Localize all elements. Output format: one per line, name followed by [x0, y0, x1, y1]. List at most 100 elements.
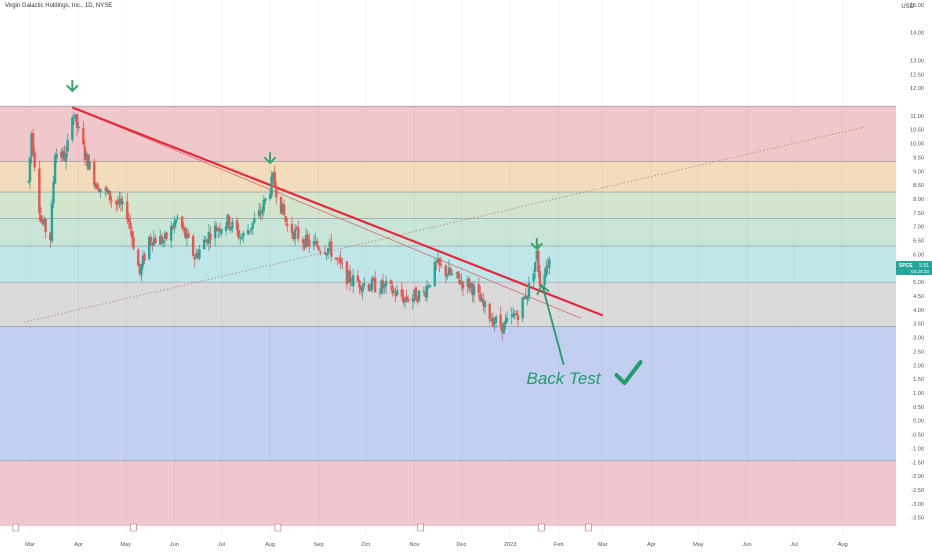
price-zone — [0, 106, 896, 162]
price-tag — [896, 260, 932, 275]
candle-body — [41, 222, 44, 224]
price-tick-label: 0.00 — [913, 419, 924, 425]
event-marker-icon[interactable] — [12, 523, 20, 532]
candle-body — [130, 230, 134, 238]
candle-body — [356, 275, 360, 282]
candle-body — [315, 241, 319, 247]
chart-title: Virgin Galactic Holdings, Inc., 1D, NYSE — [5, 3, 113, 9]
time-tick-label: Jul — [791, 542, 798, 548]
candle-body — [260, 209, 264, 214]
price-tick-label: 12.00 — [910, 86, 924, 92]
price-tick-label: -3.00 — [911, 502, 924, 508]
time-tick-label: May — [120, 542, 131, 548]
candle-body — [94, 184, 98, 188]
price-tick-label: 6.00 — [913, 252, 924, 258]
back-test-arrow-icon — [536, 284, 565, 366]
time-tick-label: Oct — [361, 542, 370, 548]
candle-body — [240, 237, 243, 239]
candle-body — [468, 278, 471, 289]
candle-body — [143, 254, 146, 261]
candle-body — [182, 226, 185, 229]
candle-body — [413, 289, 416, 297]
candle-body — [306, 235, 309, 241]
candle-body — [350, 284, 353, 286]
resistance-trendline[interactable] — [71, 106, 604, 317]
candle-body — [253, 218, 256, 223]
event-marker-icon[interactable] — [417, 523, 424, 532]
price-tick-label: 5.00 — [913, 280, 924, 286]
candle-body — [250, 228, 253, 230]
back-test-label: Back Test — [526, 369, 601, 388]
candle-body — [391, 285, 394, 294]
price-tick-label: 12.50 — [910, 72, 924, 78]
candle-body — [381, 280, 385, 289]
price-tick-label: 8.00 — [913, 197, 924, 203]
candle-body — [422, 291, 426, 293]
price-tick-label: -3.50 — [911, 516, 924, 522]
price-tick-label: 13.00 — [910, 58, 924, 64]
candle-body — [50, 203, 54, 242]
candle-body — [380, 280, 383, 293]
candle-body — [257, 210, 261, 217]
time-tick-label: Dec — [456, 542, 466, 548]
candle-body — [185, 233, 189, 239]
candle-body — [361, 286, 364, 292]
event-marker-icon[interactable] — [274, 523, 282, 532]
candle-body — [138, 263, 142, 274]
candle-body — [457, 271, 460, 279]
candle-body — [488, 303, 491, 320]
candle-body — [284, 216, 287, 222]
candle-body — [228, 216, 231, 229]
candle-body — [108, 191, 112, 201]
price-tick-label: 14.00 — [910, 31, 924, 37]
candle-body — [180, 216, 184, 228]
candles — [27, 111, 551, 341]
candle-body — [198, 249, 201, 259]
candle-body — [292, 232, 295, 240]
candle-body — [328, 241, 331, 247]
time-tick-label: Apr — [74, 542, 83, 548]
candle-body — [392, 291, 396, 293]
candle-body — [512, 313, 515, 317]
candle-body — [66, 140, 69, 152]
price-tick-label: -1.50 — [911, 460, 924, 466]
time-tick-label: Jun — [170, 542, 179, 548]
candle-body — [373, 277, 377, 293]
time-tick-label: Aug — [265, 542, 275, 548]
time-axis-bg — [0, 536, 932, 550]
candle-body — [115, 200, 118, 205]
price-tick-label: 3.50 — [913, 322, 924, 328]
candle-body — [290, 223, 294, 234]
candle-body — [483, 301, 487, 308]
price-tick-label: 8.50 — [913, 183, 924, 189]
candle-body — [535, 250, 538, 260]
candle-body — [534, 261, 537, 272]
event-marker-icon[interactable] — [538, 523, 545, 532]
candle-body — [548, 259, 551, 268]
candle-body — [215, 227, 218, 232]
price-zone — [0, 192, 896, 219]
candle-body — [218, 228, 222, 232]
candle-body — [501, 324, 504, 333]
price-tick-label: 9.50 — [913, 155, 924, 161]
candle-body — [526, 295, 529, 300]
candle-body — [119, 198, 123, 205]
event-marker-icon[interactable] — [585, 523, 592, 532]
event-marker-icon[interactable] — [130, 523, 137, 532]
candle-body — [513, 314, 517, 316]
candle-body — [83, 146, 87, 160]
candle-body — [362, 283, 366, 286]
price-tick-label: 10.50 — [910, 128, 924, 134]
candle-body — [416, 299, 419, 303]
price-tick-label: -2.50 — [911, 488, 924, 494]
candle-body — [428, 284, 432, 287]
candle-body — [449, 268, 452, 275]
candle-body — [191, 235, 195, 257]
candle-body — [55, 154, 58, 158]
candle-body — [295, 227, 298, 229]
candle-body — [425, 285, 429, 298]
candle-body — [319, 251, 322, 253]
candle-body — [99, 188, 102, 193]
candle-body — [326, 248, 330, 254]
price-tick-label: 3.00 — [913, 336, 924, 342]
